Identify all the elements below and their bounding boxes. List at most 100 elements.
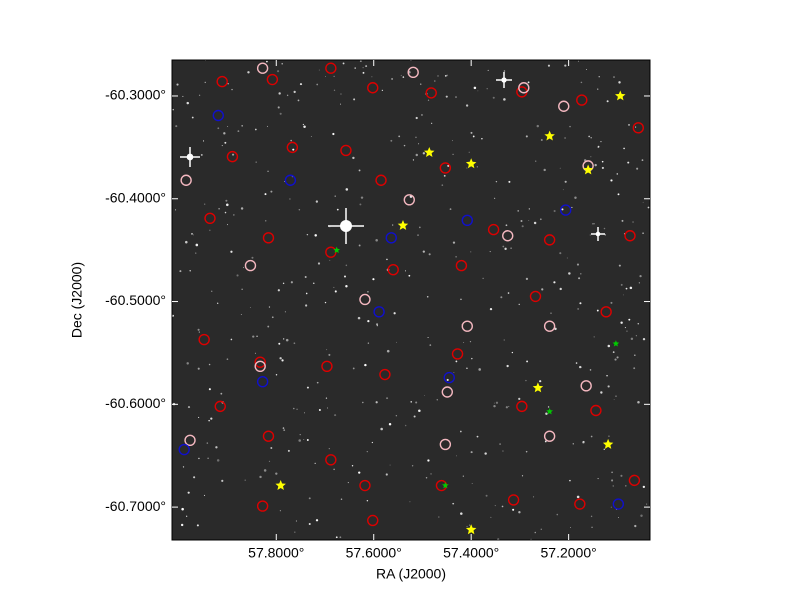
background-star — [510, 247, 512, 249]
background-star — [553, 209, 556, 213]
background-star — [628, 318, 631, 321]
background-star — [278, 342, 281, 345]
background-star — [494, 505, 496, 507]
x-tick-label: 57.6000° — [346, 545, 402, 561]
background-star — [434, 80, 436, 82]
background-star — [388, 423, 392, 426]
background-star — [580, 81, 583, 84]
background-star — [182, 466, 185, 468]
background-star — [527, 81, 530, 84]
background-star — [207, 457, 209, 459]
background-star — [580, 273, 582, 275]
source-marker — [461, 320, 473, 332]
source-marker — [600, 306, 612, 318]
background-star — [528, 220, 530, 221]
source-marker — [325, 454, 337, 466]
background-star — [335, 536, 338, 539]
background-star — [577, 60, 579, 62]
background-star — [601, 160, 604, 163]
source-marker — [590, 404, 602, 417]
background-star — [597, 145, 600, 148]
background-star — [279, 112, 282, 115]
source-marker — [340, 144, 352, 157]
source-marker — [615, 90, 626, 101]
background-star — [187, 406, 191, 409]
background-star — [277, 106, 280, 109]
background-star — [236, 274, 239, 277]
background-star — [225, 199, 228, 202]
background-star — [589, 234, 591, 236]
background-star — [502, 450, 504, 452]
background-star — [590, 515, 593, 518]
background-star — [189, 270, 191, 272]
background-star — [610, 301, 613, 304]
background-star — [610, 506, 612, 508]
background-star — [275, 472, 278, 475]
background-star — [466, 367, 468, 370]
background-star — [293, 90, 296, 94]
source-marker — [628, 474, 641, 487]
background-star — [606, 375, 608, 377]
background-star — [362, 71, 365, 74]
background-star — [366, 451, 368, 453]
background-star — [175, 125, 178, 128]
background-star — [431, 122, 433, 124]
background-star — [227, 83, 229, 85]
source-marker — [321, 360, 333, 372]
background-star — [185, 240, 188, 244]
x-tick-label: 57.8000° — [248, 545, 304, 561]
background-star — [469, 341, 472, 343]
background-star — [400, 74, 402, 77]
background-star — [642, 232, 644, 234]
background-star — [232, 153, 235, 156]
background-star — [593, 223, 595, 225]
background-star — [452, 241, 456, 244]
background-star — [371, 76, 373, 78]
background-star — [607, 385, 610, 388]
background-star — [614, 358, 617, 361]
background-star — [396, 341, 397, 343]
background-star — [345, 285, 348, 288]
background-star — [575, 362, 578, 364]
background-star — [613, 399, 615, 400]
background-star — [559, 167, 561, 169]
background-star — [633, 367, 636, 370]
source-marker — [198, 333, 210, 346]
background-star — [582, 440, 585, 443]
background-star — [297, 99, 300, 102]
background-star — [340, 498, 343, 501]
background-star — [518, 511, 521, 514]
background-star — [455, 360, 458, 363]
background-star — [358, 169, 361, 172]
background-star — [637, 322, 640, 325]
background-star — [446, 378, 449, 382]
background-star — [217, 302, 219, 304]
background-star — [231, 88, 233, 91]
background-star — [627, 161, 630, 164]
background-star — [390, 139, 393, 142]
background-star — [588, 135, 590, 138]
background-star — [186, 515, 188, 517]
background-star — [198, 94, 201, 96]
background-star — [197, 328, 200, 331]
background-star — [367, 342, 370, 344]
source-marker — [455, 259, 468, 272]
background-star — [481, 138, 483, 140]
source-marker — [574, 498, 586, 510]
background-star — [357, 316, 361, 320]
background-star — [317, 262, 321, 265]
source-marker — [325, 62, 337, 74]
background-star — [395, 415, 398, 417]
source-marker — [333, 246, 340, 253]
background-star — [470, 251, 472, 253]
background-star — [508, 180, 511, 183]
background-star — [208, 363, 211, 366]
background-star — [408, 274, 411, 277]
background-star — [569, 125, 571, 128]
x-tick-label: 57.2000° — [541, 545, 597, 561]
background-star — [422, 250, 425, 253]
background-star — [316, 83, 319, 86]
background-star — [196, 524, 199, 527]
background-star — [489, 251, 491, 253]
background-star — [367, 319, 370, 323]
